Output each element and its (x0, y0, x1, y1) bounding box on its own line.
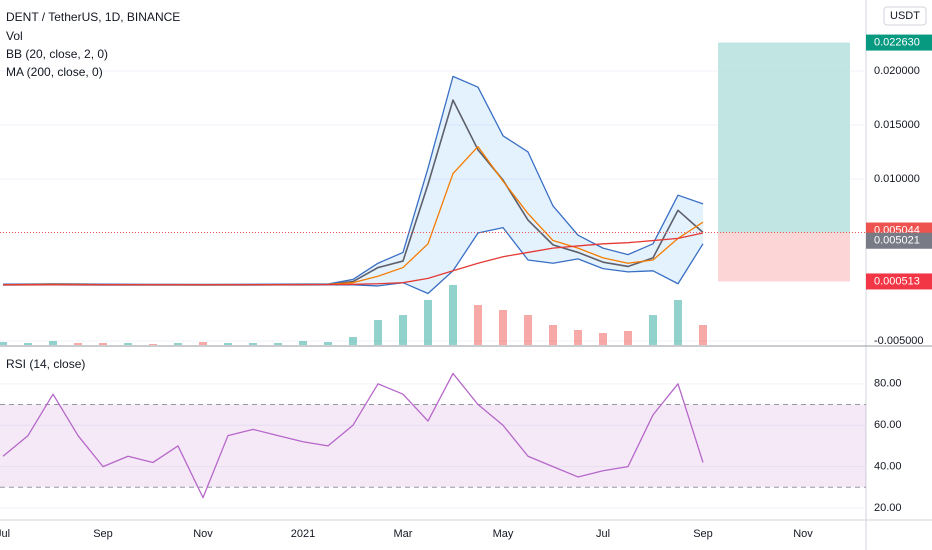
target-label-box (866, 34, 932, 51)
y-tick-label: 0.010000 (874, 173, 920, 185)
bb-fill (3, 76, 703, 294)
volume-bar (99, 343, 107, 345)
volume-bar (349, 337, 357, 345)
volume-bar (699, 325, 707, 345)
volume-bar (374, 320, 382, 345)
x-tick-label: Mar (394, 528, 413, 540)
volume-bar (474, 305, 482, 345)
target-label: 0.022630 (874, 36, 920, 48)
volume-bar (199, 342, 207, 345)
position-stop (718, 232, 850, 282)
y-tick-label: 0.020000 (874, 65, 920, 77)
volume-bar (649, 315, 657, 345)
volume-bar (224, 343, 232, 345)
y-tick-label: 0.015000 (874, 119, 920, 131)
currency-label[interactable]: USDT (890, 10, 920, 22)
y-tick-label: 40.00 (874, 461, 902, 473)
stop-label: 0.000513 (874, 275, 920, 287)
price-marker-label: 0.005021 (874, 235, 920, 247)
volume-bar (399, 315, 407, 345)
volume-bar (599, 333, 607, 345)
volume-bar (0, 342, 7, 345)
rsi-line (2, 372, 704, 499)
price-marker (866, 232, 932, 249)
chart-title: DENT / TetherUS, 1D, BINANCE (6, 10, 180, 24)
volume-bar (499, 310, 507, 345)
volume-bar (274, 343, 282, 345)
x-tick-label: Sep (93, 528, 113, 540)
volume-bar (49, 341, 57, 345)
y-tick-label: -0.005000 (874, 335, 924, 347)
volume-bar (524, 315, 532, 345)
x-tick-label: Jul (0, 528, 10, 540)
volume-bar (324, 342, 332, 345)
volume-bar (149, 344, 157, 345)
volume-bar (24, 343, 32, 345)
x-tick-label: 2021 (291, 528, 315, 540)
legend-item: MA (200, close, 0) (6, 65, 103, 79)
position-target (718, 42, 850, 233)
x-tick-label: Nov (193, 528, 213, 540)
volume-bar (299, 341, 307, 345)
volume-bar (574, 330, 582, 345)
volume-bar (424, 300, 432, 345)
x-tick-label: May (493, 528, 514, 540)
legend-item: BB (20, close, 2, 0) (6, 47, 108, 61)
x-tick-label: Nov (793, 528, 813, 540)
plot: Jul Sep Nov 2021 Mar May Jul Sep Nov (0, 42, 866, 540)
volume-bar (249, 343, 257, 345)
volume-bar (549, 325, 557, 345)
indicator-line (3, 232, 704, 286)
volume-bar (124, 343, 132, 345)
y-tick-label: 80.00 (874, 378, 902, 390)
rsi-title: RSI (14, close) (6, 357, 85, 371)
rsi-band (0, 404, 866, 488)
y-tick-label: 20.00 (874, 502, 902, 514)
y-tick-label: 60.00 (874, 419, 902, 431)
volume-bar (74, 343, 82, 345)
currency-button[interactable] (883, 6, 927, 26)
volume-bar (449, 285, 457, 345)
legend-item: Vol (6, 29, 23, 43)
volume-bar (174, 343, 182, 345)
volume-bar (624, 331, 632, 345)
stop-label-box (866, 273, 932, 290)
volume-bar (674, 300, 682, 345)
x-tick-label: Jul (596, 528, 610, 540)
x-tick-label: Sep (693, 528, 713, 540)
